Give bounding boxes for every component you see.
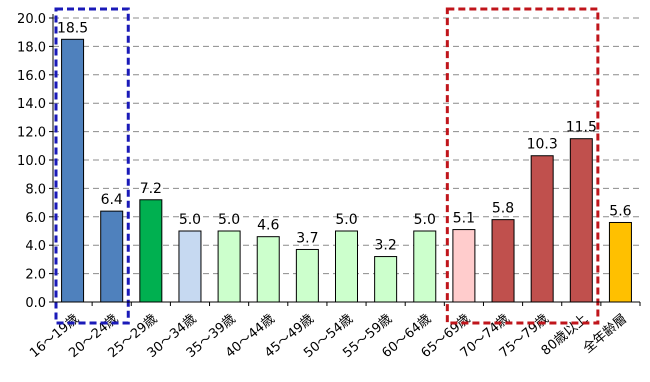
y-tick-label: 6.0 [25,211,46,226]
data-label: 5.6 [609,203,631,219]
y-tick-label: 18.0 [17,40,46,55]
data-label: 6.4 [101,192,123,208]
bar [178,230,202,303]
y-tick-label: 4.0 [25,239,46,254]
bar [295,248,319,303]
bar [491,219,515,303]
y-axis-ticks: 0.0 2.0 4.0 6.0 8.0 10.0 12.0 14.0 16.0 18.0 20.0 [17,12,53,311]
bar [256,236,280,303]
data-labels: 18.5 6.4 7.2 5.0 5.0 4.6 3.7 5.0 3.2 5.0 5.1 5.8 10.… [57,20,632,253]
y-tick-label: 12.0 [17,126,46,141]
bar [413,230,437,303]
data-label: 5.0 [179,212,201,228]
y-tick-label: 14.0 [17,97,46,112]
y-tick-label: 10.0 [17,154,46,169]
data-label: 10.3 [527,137,558,153]
highlight-box [445,7,600,325]
y-tick-label: 0.0 [25,296,46,311]
bar [139,199,163,303]
data-label: 5.8 [492,201,514,217]
data-label: 3.2 [375,238,397,254]
y-tick-label: 2.0 [25,268,46,283]
data-label: 5.0 [218,212,240,228]
y-tick-label: 8.0 [25,182,46,197]
highlight-box [54,7,130,325]
highlight-boxes [54,7,600,325]
data-label: 5.1 [453,211,475,227]
bar [452,229,476,303]
x-axis-labels: 16～19歳20～24歳25～29歳30～34歳35～39歳40～44歳45～4… [27,302,641,361]
y-tick-label: 20.0 [17,12,46,27]
data-label: 5.0 [335,212,357,228]
data-label: 7.2 [140,181,162,197]
x-tick-label: 全年齢層 [580,311,630,357]
bar [530,155,554,303]
bar [100,210,124,303]
data-label: 5.0 [414,212,436,228]
bar [61,38,85,303]
data-label: 4.6 [257,218,279,234]
data-label: 3.7 [296,230,318,246]
data-label: 11.5 [566,120,597,136]
bar [608,221,632,303]
data-label: 18.5 [57,20,88,36]
bar [217,230,241,303]
y-tick-label: 16.0 [17,69,46,84]
bar [374,256,398,303]
bars [61,38,632,303]
bar [335,230,358,303]
bar [569,138,593,303]
